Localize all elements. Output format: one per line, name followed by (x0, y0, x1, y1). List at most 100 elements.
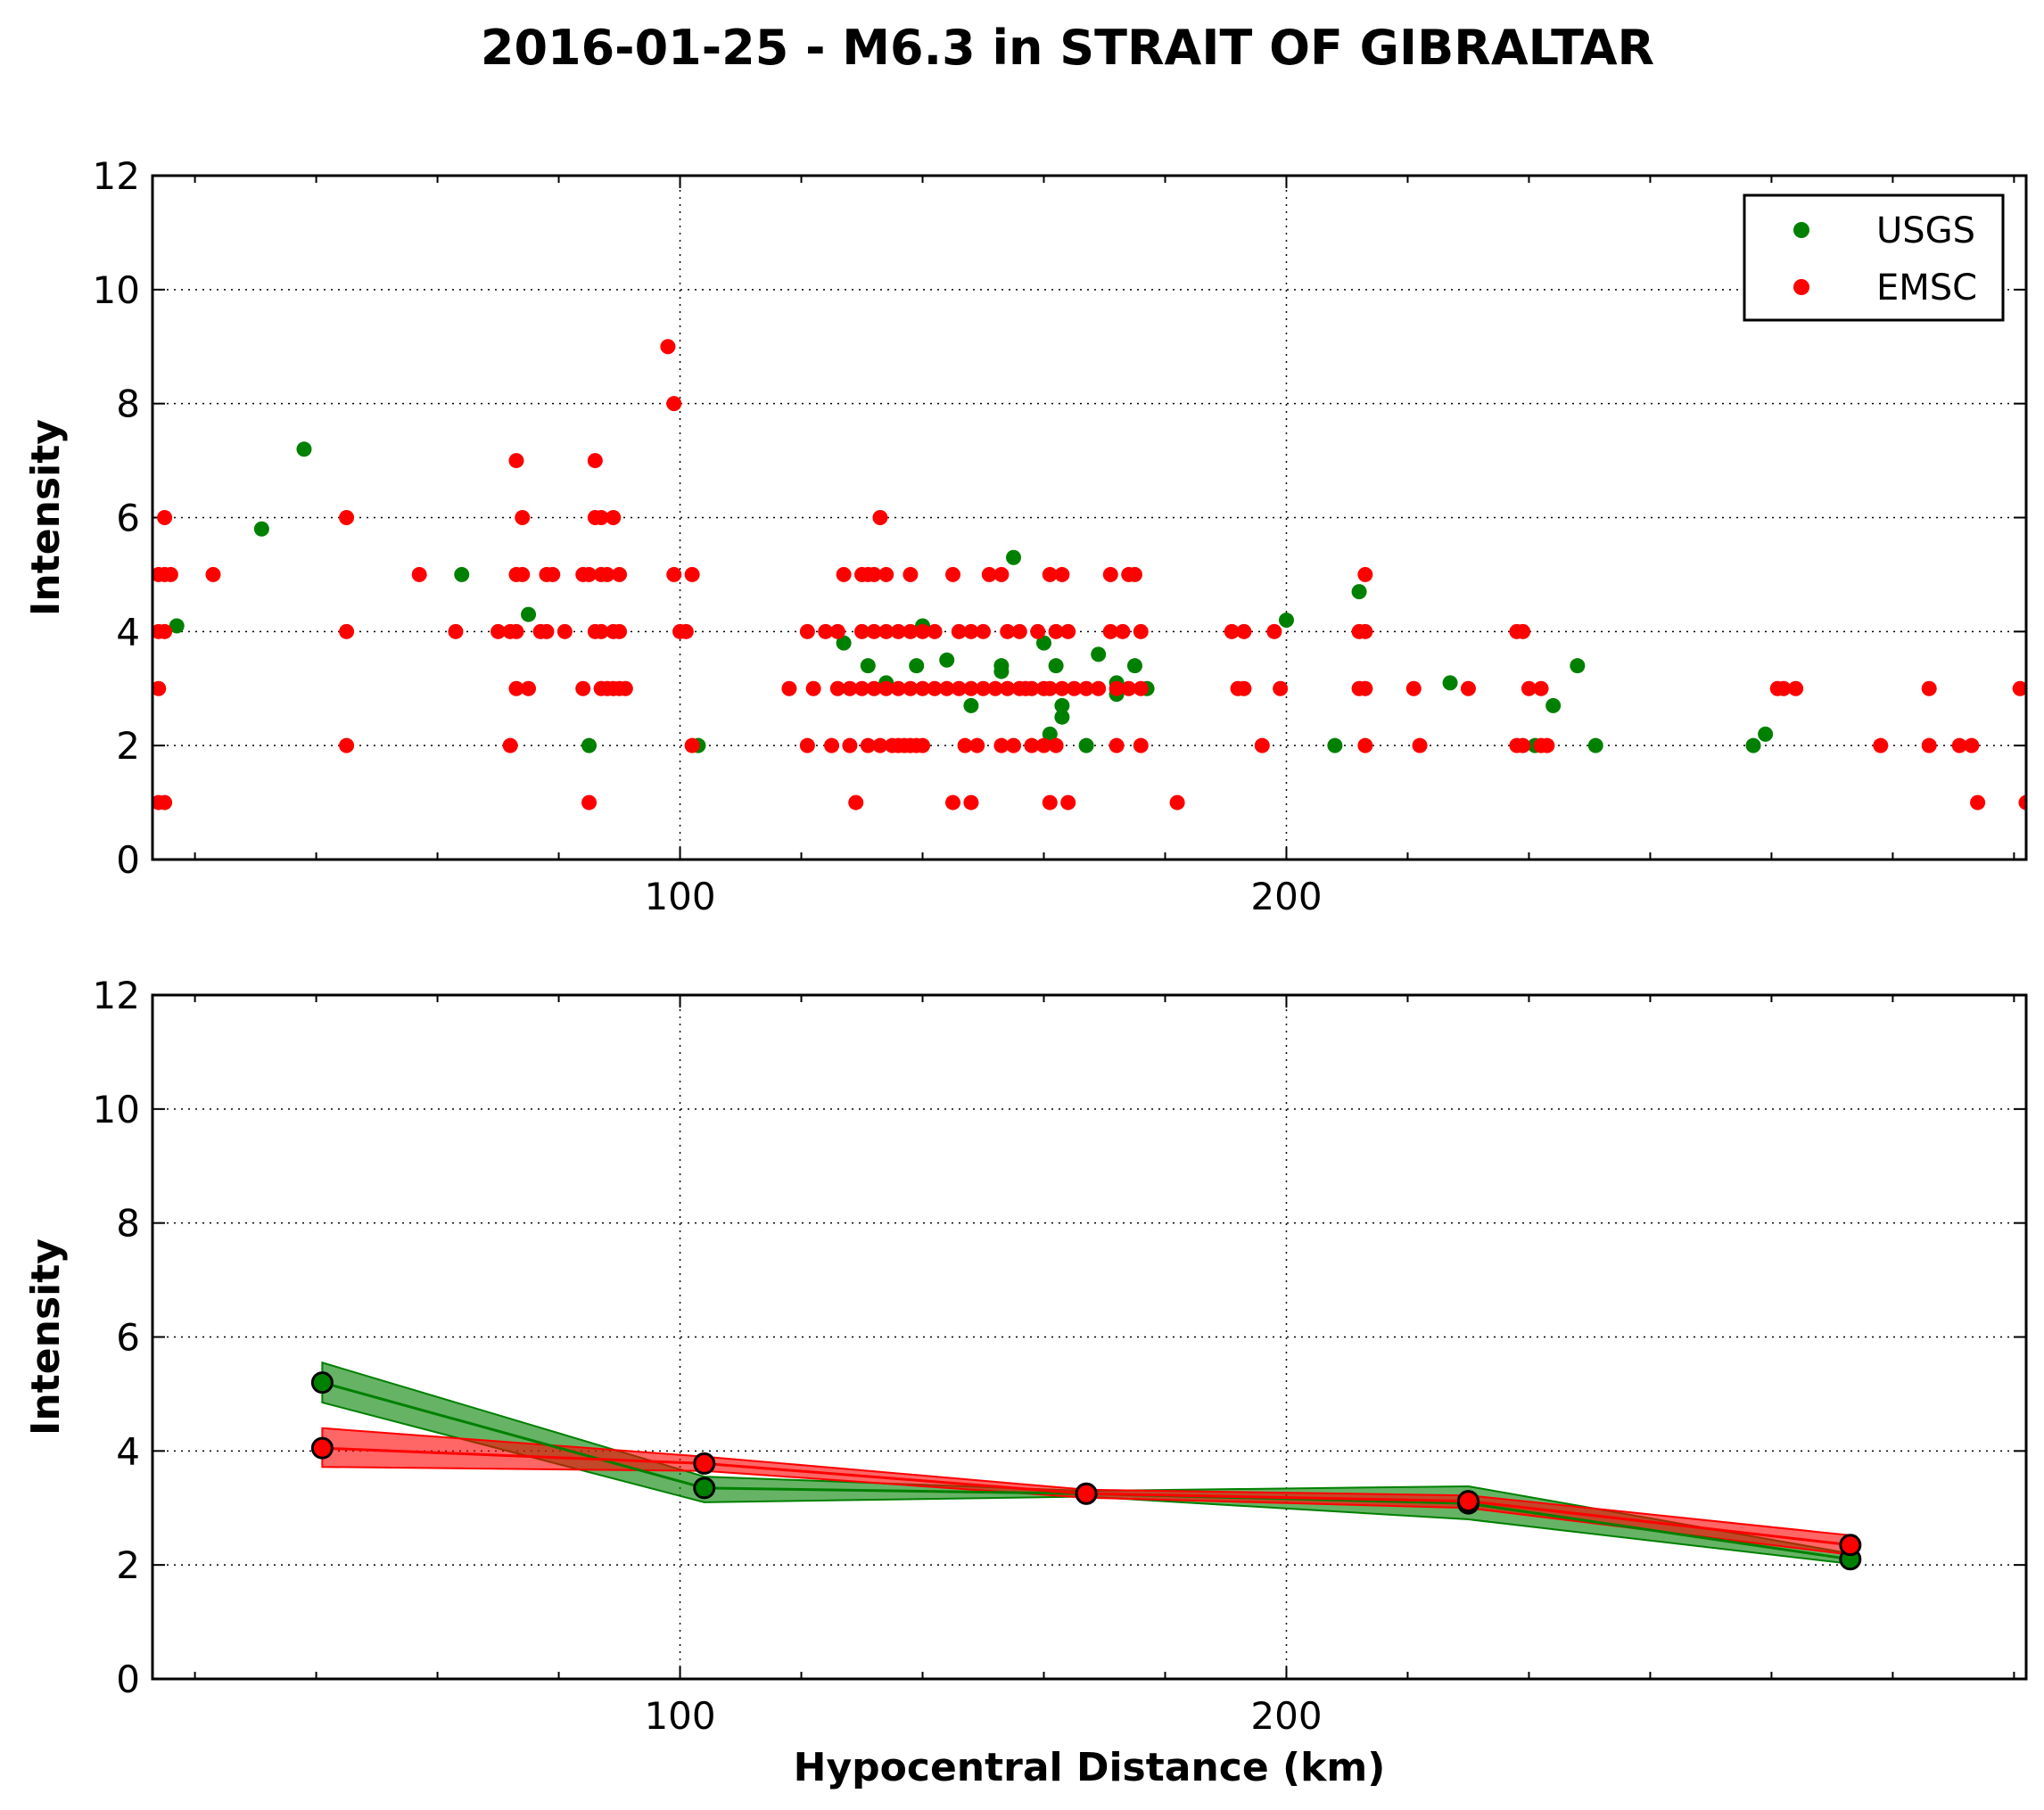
data-point-emsc (1102, 566, 1118, 582)
plot-area (152, 339, 2026, 810)
data-point-emsc (539, 623, 555, 639)
x-axis-label: Hypocentral Distance (km) (794, 1745, 1386, 1790)
data-point-emsc (693, 1452, 716, 1475)
data-point-emsc (1273, 680, 1289, 696)
legend: USGS EMSC (1743, 193, 2005, 322)
x-tick-label: 100 (644, 1694, 715, 1738)
series-emsc (152, 339, 2026, 810)
data-point-emsc (866, 680, 882, 696)
data-point-emsc (860, 737, 876, 753)
y-tick-label: 4 (116, 1429, 140, 1473)
data-point-emsc (502, 737, 518, 753)
data-point-usgs (963, 697, 979, 713)
binned-line-panel: 0 2 4 6 8 10 12 100 200 Intensity Hypocentral Dist… (23, 974, 2028, 1790)
data-point-emsc (872, 510, 888, 525)
data-point-emsc (339, 737, 355, 753)
data-point-emsc (951, 680, 967, 696)
y-tick-label: 6 (116, 497, 140, 540)
data-point-emsc (1133, 623, 1149, 639)
data-point-emsc (1951, 737, 1967, 753)
plot-area (310, 1361, 1862, 1571)
y-axis-label: Intensity (23, 1238, 69, 1436)
data-point-emsc (1054, 680, 1070, 696)
data-point-emsc (1921, 680, 1937, 696)
data-point-emsc (2018, 794, 2026, 810)
data-point-emsc (1776, 680, 1792, 696)
data-point-emsc (205, 566, 221, 582)
data-point-emsc (1921, 737, 1937, 753)
data-point-emsc (1060, 623, 1076, 639)
data-point-emsc (1521, 680, 1537, 696)
data-point-emsc (1357, 680, 1373, 696)
data-point-emsc (963, 623, 979, 639)
data-point-emsc (951, 623, 967, 639)
data-point-emsc (593, 623, 609, 639)
data-point-emsc (515, 510, 531, 525)
data-point-emsc (411, 566, 427, 582)
data-point-emsc (684, 566, 700, 582)
data-point-usgs (693, 1477, 716, 1500)
data-point-emsc (915, 737, 931, 753)
y-tick-label: 12 (93, 974, 140, 1017)
data-point-emsc (157, 623, 173, 639)
data-point-usgs (1126, 658, 1142, 674)
data-point-emsc (660, 339, 676, 355)
data-point-emsc (842, 680, 858, 696)
data-point-emsc (993, 566, 1010, 582)
data-point-emsc (1091, 680, 1107, 696)
data-point-usgs (310, 1371, 334, 1395)
data-point-emsc (515, 566, 531, 582)
data-point-usgs (836, 635, 852, 651)
data-point-emsc (1964, 737, 1980, 753)
data-point-usgs (1006, 549, 1022, 565)
y-tick-label: 2 (116, 1543, 140, 1587)
y-tick-label: 4 (116, 610, 140, 654)
data-point-emsc (1456, 1490, 1479, 1513)
data-point-usgs (1570, 658, 1586, 674)
data-point-usgs (1048, 658, 1064, 674)
data-point-emsc (678, 623, 694, 639)
y-tick-label: 0 (116, 838, 140, 882)
data-point-emsc (1236, 623, 1252, 639)
y-tick-label: 6 (116, 1316, 140, 1360)
data-point-emsc (963, 680, 979, 696)
data-point-emsc (606, 510, 622, 525)
data-point-usgs (1078, 737, 1094, 753)
data-point-emsc (1236, 680, 1252, 696)
data-point-usgs (1036, 635, 1052, 651)
data-point-emsc (902, 623, 919, 639)
data-point-emsc (1048, 737, 1064, 753)
data-point-emsc (157, 510, 173, 525)
data-point-emsc (1539, 737, 1555, 753)
data-point-emsc (1075, 1482, 1098, 1505)
data-point-usgs (253, 521, 269, 537)
data-point-emsc (612, 623, 628, 639)
data-point-emsc (1357, 737, 1373, 753)
data-point-emsc (878, 566, 894, 582)
data-point-emsc (1515, 623, 1531, 639)
scatter-panel: 0 2 4 6 8 10 12 100 200 Intensity USGS EMSC (23, 154, 2028, 918)
data-point-emsc (1011, 623, 1027, 639)
data-point-emsc (872, 737, 888, 753)
x-tick-label: 100 (644, 875, 715, 918)
data-point-usgs (1545, 697, 1562, 713)
data-point-emsc (508, 453, 524, 469)
data-point-emsc (1102, 623, 1118, 639)
data-point-emsc (1060, 794, 1076, 810)
data-point-emsc (508, 680, 524, 696)
data-point-emsc (836, 566, 852, 582)
data-point-usgs (1054, 709, 1070, 725)
data-point-emsc (854, 623, 870, 639)
data-point-usgs (939, 652, 955, 668)
data-point-emsc (1024, 737, 1040, 753)
data-point-emsc (575, 680, 591, 696)
y-tick-label: 2 (116, 724, 140, 768)
data-point-emsc (593, 510, 609, 525)
legend-marker-usgs (1793, 222, 1809, 238)
data-point-emsc (490, 623, 507, 639)
data-point-emsc (976, 680, 992, 696)
data-point-emsc (666, 396, 682, 412)
data-point-emsc (829, 680, 845, 696)
data-point-usgs (1054, 697, 1070, 713)
data-point-emsc (1011, 680, 1027, 696)
